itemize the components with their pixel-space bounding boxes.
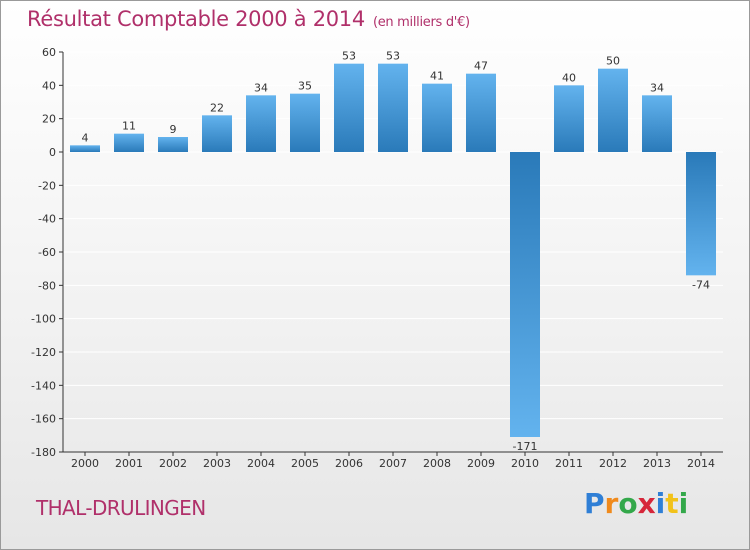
bar: [246, 95, 276, 152]
data-label: 34: [650, 81, 664, 94]
data-label: 53: [386, 50, 400, 63]
data-label: 4: [82, 131, 89, 144]
chart-title-text: Résultat Comptable 2000 à 2014: [27, 7, 365, 31]
bar: [466, 73, 496, 152]
bar: [598, 68, 628, 152]
proxiti-logo: Proxiti: [584, 487, 688, 520]
bar: [290, 93, 320, 152]
data-label: -171: [513, 440, 538, 453]
y-tick-label: 20: [42, 113, 56, 126]
logo-letter: r: [604, 487, 619, 520]
y-tick-label: -80: [38, 279, 56, 292]
x-tick-label: 2003: [203, 457, 231, 470]
data-label: 47: [474, 60, 488, 73]
logo-letter: x: [637, 487, 656, 520]
bar: [202, 115, 232, 152]
bar: [378, 63, 408, 152]
data-label: 11: [122, 120, 136, 133]
logo-letter: o: [618, 487, 638, 520]
x-tick-label: 2001: [115, 457, 143, 470]
data-label: 53: [342, 50, 356, 63]
x-tick-label: 2006: [335, 457, 363, 470]
logo-letter: P: [584, 487, 605, 520]
y-tick-label: 40: [42, 79, 56, 92]
bar: [70, 145, 100, 152]
y-tick-label: -100: [31, 313, 56, 326]
x-tick-label: 2013: [643, 457, 671, 470]
x-tick-label: 2002: [159, 457, 187, 470]
x-tick-label: 2000: [71, 457, 99, 470]
data-label: 9: [170, 123, 177, 136]
y-tick-label: -40: [38, 213, 56, 226]
y-tick-label: -60: [38, 246, 56, 259]
data-label: 35: [298, 80, 312, 93]
bar: [510, 152, 540, 437]
bar: [422, 83, 452, 152]
data-label: 22: [210, 101, 224, 114]
y-tick-label: -140: [31, 379, 56, 392]
x-tick-label: 2011: [555, 457, 583, 470]
y-tick-label: -160: [31, 413, 56, 426]
x-tick-label: 2007: [379, 457, 407, 470]
data-label: -74: [692, 278, 710, 291]
bar: [642, 95, 672, 152]
logo-letter: t: [665, 487, 679, 520]
logo-letter: i: [678, 487, 689, 520]
x-tick-label: 2010: [511, 457, 539, 470]
chart-subtitle: (en milliers d'€): [372, 15, 470, 30]
bar: [114, 133, 144, 152]
place-name: THAL-DRULINGEN: [36, 496, 206, 520]
data-label: 34: [254, 81, 268, 94]
x-tick-label: 2012: [599, 457, 627, 470]
bar: [686, 152, 716, 276]
y-tick-label: 0: [49, 146, 56, 159]
bar: [334, 63, 364, 152]
x-tick-label: 2005: [291, 457, 319, 470]
data-label: 50: [606, 55, 620, 68]
data-label: 40: [562, 71, 576, 84]
x-tick-label: 2014: [687, 457, 715, 470]
logo-letter: i: [655, 487, 666, 520]
x-tick-label: 2004: [247, 457, 275, 470]
chart-title: Résultat Comptable 2000 à 2014 (en millie…: [27, 7, 470, 31]
data-label: 41: [430, 70, 444, 83]
y-tick-label: 60: [42, 46, 56, 59]
y-tick-label: -180: [31, 446, 56, 459]
x-tick-label: 2009: [467, 457, 495, 470]
y-tick-label: -20: [38, 179, 56, 192]
bar: [158, 137, 188, 152]
bar: [554, 85, 584, 152]
x-tick-label: 2008: [423, 457, 451, 470]
y-tick-label: -120: [31, 346, 56, 359]
